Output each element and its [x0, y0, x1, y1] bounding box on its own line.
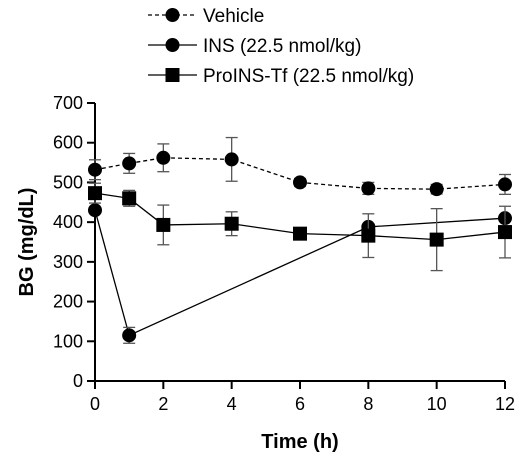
data-point — [224, 216, 239, 231]
series-2 — [88, 203, 512, 344]
legend-item: Vehicle — [148, 6, 264, 27]
legend-label: Vehicle — [203, 6, 264, 27]
legend-item: INS (22.5 nmol/kg) — [148, 36, 361, 57]
data-point — [88, 186, 102, 201]
data-point — [361, 228, 376, 243]
series-1 — [88, 136, 512, 197]
data-point — [156, 150, 171, 165]
data-point — [122, 328, 137, 343]
y-tick-label: 0 — [73, 371, 83, 391]
legend-marker — [165, 68, 180, 82]
data-point — [88, 162, 102, 177]
x-tick-label: 10 — [427, 394, 447, 414]
data-point — [122, 191, 137, 206]
legend-marker — [165, 38, 180, 52]
y-tick-label: 200 — [53, 292, 83, 312]
series-3 — [88, 182, 512, 272]
legend-marker — [165, 8, 180, 22]
x-tick-label: 0 — [90, 394, 100, 414]
y-tick-label: 100 — [53, 331, 83, 351]
series-layer — [88, 136, 512, 344]
x-tick-label: 12 — [495, 394, 515, 414]
legend: Vehicle INS (22.5 nmol/kg) ProINS-Tf (22.5… — [148, 6, 414, 87]
data-point — [498, 177, 512, 192]
y-tick-label: 600 — [53, 133, 83, 153]
y-tick-label: 700 — [53, 93, 83, 113]
y-tick-label: 400 — [53, 212, 83, 232]
data-point — [122, 156, 137, 171]
axes: 0 100 200 300 400 500 600 700 0 2 4 6 8 10 12 — [53, 93, 515, 414]
y-axis-title: BG (mg/dL) — [16, 188, 38, 297]
data-point — [224, 152, 239, 167]
y-tick-label: 500 — [53, 172, 83, 192]
legend-item: ProINS-Tf (22.5 nmol/kg) — [148, 66, 414, 87]
legend-label: INS (22.5 nmol/kg) — [203, 36, 361, 57]
x-tick-label: 6 — [295, 394, 305, 414]
data-point — [88, 203, 102, 218]
x-tick-label: 2 — [158, 394, 168, 414]
legend-label: ProINS-Tf (22.5 nmol/kg) — [203, 66, 414, 87]
data-point — [361, 181, 376, 196]
y-tick-label: 300 — [53, 252, 83, 272]
x-axis-title: Time (h) — [261, 431, 338, 453]
data-point — [293, 226, 307, 241]
x-tick-label: 4 — [227, 394, 237, 414]
x-tick-label: 8 — [363, 394, 373, 414]
data-point — [498, 225, 512, 240]
data-point — [429, 182, 444, 197]
data-point — [156, 217, 171, 232]
data-point — [429, 232, 444, 247]
data-point — [293, 175, 307, 190]
